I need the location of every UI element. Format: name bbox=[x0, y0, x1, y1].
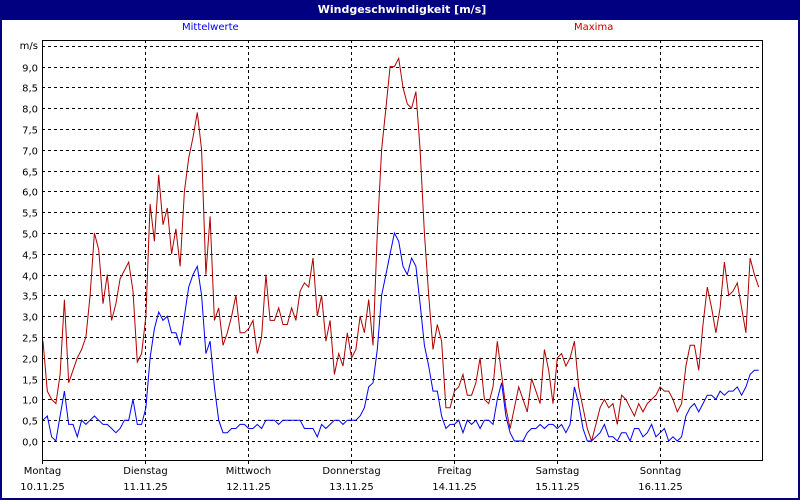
x-label-day: Donnerstag bbox=[322, 466, 381, 477]
y-tick-label: 2,0 bbox=[22, 355, 38, 366]
legend-mean: Mittelwerte bbox=[182, 22, 239, 33]
y-tick-label: 8,5 bbox=[22, 84, 38, 95]
y-tick-label: 4,5 bbox=[22, 251, 38, 262]
y-tick-label: 0,0 bbox=[22, 438, 38, 449]
x-label-day: Mittwoch bbox=[225, 466, 272, 477]
x-label-date: 13.11.25 bbox=[329, 482, 374, 493]
y-tick-label: 7,0 bbox=[22, 147, 38, 158]
x-label-date: 11.11.25 bbox=[123, 482, 168, 493]
x-label-date: 14.11.25 bbox=[432, 482, 477, 493]
x-label-date: 12.11.25 bbox=[226, 482, 271, 493]
y-tick-label: 1,0 bbox=[22, 396, 38, 407]
y-tick-label: 5,0 bbox=[22, 230, 38, 241]
chart-title: Windgeschwindigkeit [m/s] bbox=[2, 0, 800, 20]
x-label-date: 16.11.25 bbox=[638, 482, 683, 493]
y-tick-label: 0,5 bbox=[22, 417, 38, 428]
x-label-date: 10.11.25 bbox=[20, 482, 65, 493]
y-tick-label: 4,0 bbox=[22, 272, 38, 283]
y-tick-label: 6,5 bbox=[22, 168, 38, 179]
series-mittelwerte-line bbox=[42, 231, 759, 443]
plot-frame bbox=[42, 40, 763, 461]
y-tick-label: 3,5 bbox=[22, 292, 38, 303]
y-axis-ticks: 0,0 0,5 1,0 1,5 2,0 2,5 3,0 3,5 4,0 4,5 5,0 5,5 6,0 6… bbox=[22, 64, 38, 449]
y-tick-label: 2,5 bbox=[22, 334, 38, 345]
series-maxima-line bbox=[42, 56, 760, 443]
y-tick-label: 5,5 bbox=[22, 209, 38, 220]
y-tick-label: 7,5 bbox=[22, 126, 38, 137]
x-label-day: Montag bbox=[23, 466, 62, 477]
y-tick-label: 6,0 bbox=[22, 188, 38, 199]
legend-max: Maxima bbox=[574, 22, 614, 33]
x-label-day: Samstag bbox=[535, 466, 580, 477]
y-tick-label: 3,0 bbox=[22, 313, 38, 324]
x-label-day: Sonntag bbox=[639, 466, 682, 477]
x-label-day: Freitag bbox=[437, 466, 472, 477]
y-tick-label: 9,0 bbox=[22, 64, 38, 75]
y-tick-label: 8,0 bbox=[22, 105, 38, 116]
y-axis-unit: m/s bbox=[20, 41, 38, 52]
grid-lines bbox=[42, 40, 762, 464]
x-label-date: 15.11.25 bbox=[535, 482, 580, 493]
x-label-day: Dienstag bbox=[123, 466, 168, 477]
y-tick-label: 1,5 bbox=[22, 376, 38, 387]
